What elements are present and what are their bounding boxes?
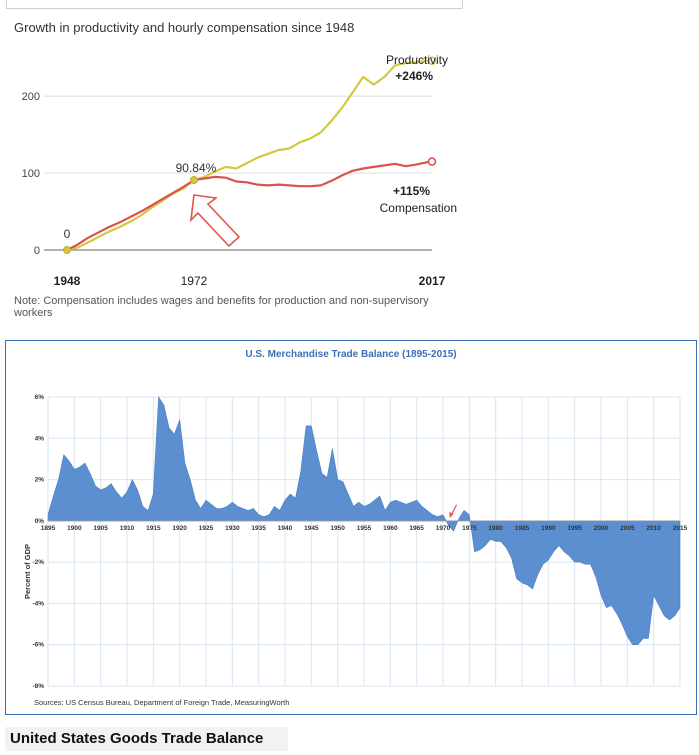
chart1-title: Growth in productivity and hourly compen… xyxy=(14,20,355,35)
trade-balance-panel: -8% -6% -4% -2% 0% 2% 4% 6% 1895 1900 1905 1910 1915… xyxy=(5,340,697,715)
label-zero: 0 xyxy=(64,227,71,241)
x-tick-label: 1925 xyxy=(199,525,214,532)
y-tick-label: 4% xyxy=(35,435,45,442)
x-tick-label: 2000 xyxy=(594,525,609,532)
x-tick-label: 1950 xyxy=(330,525,345,532)
label-compensation-value: +115% xyxy=(393,184,430,198)
x-tick-label: 1995 xyxy=(567,525,582,532)
x-tick-label: 1985 xyxy=(515,525,530,532)
x-tick-label: 1960 xyxy=(383,525,398,532)
x-tick-label: 1975 xyxy=(462,525,477,532)
x-tick-label: 1920 xyxy=(172,525,187,532)
top-cropped-box xyxy=(6,0,463,9)
x-tick-label: 1948 xyxy=(54,274,81,288)
x-tick-label: 1935 xyxy=(251,525,266,532)
x-tick-label: 1955 xyxy=(357,525,372,532)
chart2-source: Sources: US Census Bureau, Department of… xyxy=(34,698,289,707)
x-tick-label: 1980 xyxy=(488,525,503,532)
x-tick-label: 1900 xyxy=(67,525,82,532)
x-tick-label: 1915 xyxy=(146,525,161,532)
label-productivity-value: +246% xyxy=(395,69,433,83)
x-tick-label: 1972 xyxy=(181,274,208,288)
chart2-ylabel: Percent of GDP xyxy=(23,544,32,599)
x-tick-label: 1910 xyxy=(120,525,135,532)
footer-label: United States Goods Trade Balance xyxy=(5,727,288,751)
series-line-compensation xyxy=(66,160,433,251)
x-tick-label: 2015 xyxy=(673,525,688,532)
label-mid-value: 90.84% xyxy=(176,161,217,175)
y-tick-label: 2% xyxy=(35,477,45,484)
y-tick-label: -4% xyxy=(32,600,44,607)
label-compensation-name: Compensation xyxy=(380,201,457,215)
productivity-end-marker xyxy=(427,56,437,66)
x-tick-label: 1970 xyxy=(436,525,451,532)
y-tick-label: 0 xyxy=(34,245,40,257)
x-tick-label: 1940 xyxy=(278,525,293,532)
annotation-arrow xyxy=(189,194,241,248)
y-tick-label: 6% xyxy=(35,394,45,401)
x-tick-label: 1905 xyxy=(93,525,108,532)
productivity-compensation-chart: 0 100 200 1948 1972 2017 0 90.84% Productivity +2… xyxy=(22,53,457,288)
mid-point-marker xyxy=(189,176,198,184)
compensation-end-marker xyxy=(427,157,437,166)
x-tick-label: 1945 xyxy=(304,525,319,532)
label-productivity-name: Productivity xyxy=(386,53,448,67)
y-tick-label: -6% xyxy=(32,642,44,649)
x-tick-label: 1895 xyxy=(41,525,56,532)
annotation-red-arrow-head xyxy=(449,511,454,518)
series-line-productivity xyxy=(66,59,432,252)
y-tick-label: -2% xyxy=(32,559,44,566)
x-tick-label: 1930 xyxy=(225,525,240,532)
x-tick-label: 1990 xyxy=(541,525,556,532)
start-point-marker xyxy=(63,246,71,254)
chart1-note: Note: Compensation includes wages and be… xyxy=(14,295,429,319)
y-tick-label: -8% xyxy=(32,683,44,690)
x-tick-label: 2017 xyxy=(419,274,446,288)
y-tick-label: 100 xyxy=(22,168,40,180)
trade-balance-chart: -8% -6% -4% -2% 0% 2% 4% 6% 1895 1900 1905 1910 1915… xyxy=(23,349,688,707)
x-tick-label: 2005 xyxy=(620,525,635,532)
chart2-title: U.S. Merchandise Trade Balance (1895-201… xyxy=(245,349,456,360)
y-tick-label: 200 xyxy=(22,91,40,103)
x-tick-label: 2010 xyxy=(646,525,661,532)
y-tick-label: 0% xyxy=(35,518,45,525)
x-tick-label: 1965 xyxy=(409,525,424,532)
